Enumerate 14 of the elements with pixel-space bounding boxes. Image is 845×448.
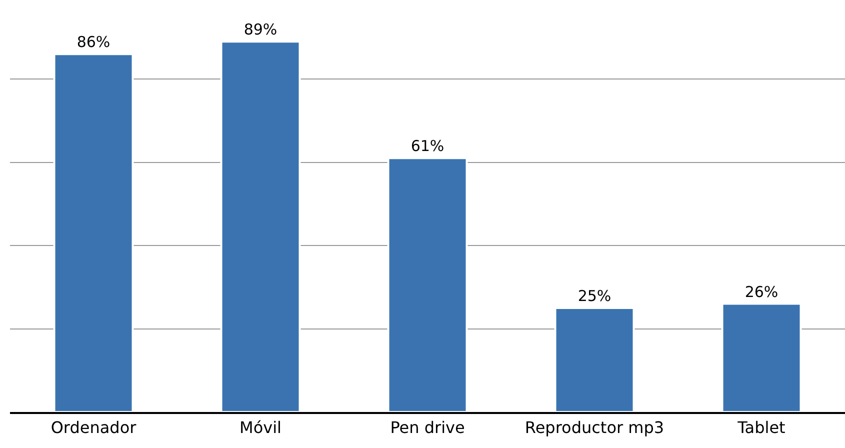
bar bbox=[53, 53, 134, 412]
x-tick-label: Reproductor mp3 bbox=[524, 418, 664, 438]
data-label: 61% bbox=[410, 137, 444, 156]
data-label: 26% bbox=[744, 282, 778, 301]
x-tick-label: Pen drive bbox=[390, 418, 465, 438]
data-label: 25% bbox=[578, 286, 612, 305]
bar bbox=[220, 40, 301, 412]
data-label: 89% bbox=[244, 20, 278, 39]
x-tick-label: Móvil bbox=[240, 418, 282, 438]
bar bbox=[387, 157, 468, 412]
x-tick-label: Tablet bbox=[736, 418, 786, 438]
bar bbox=[721, 302, 802, 412]
x-tick-label: Ordenador bbox=[50, 418, 137, 438]
data-label: 86% bbox=[76, 33, 110, 52]
